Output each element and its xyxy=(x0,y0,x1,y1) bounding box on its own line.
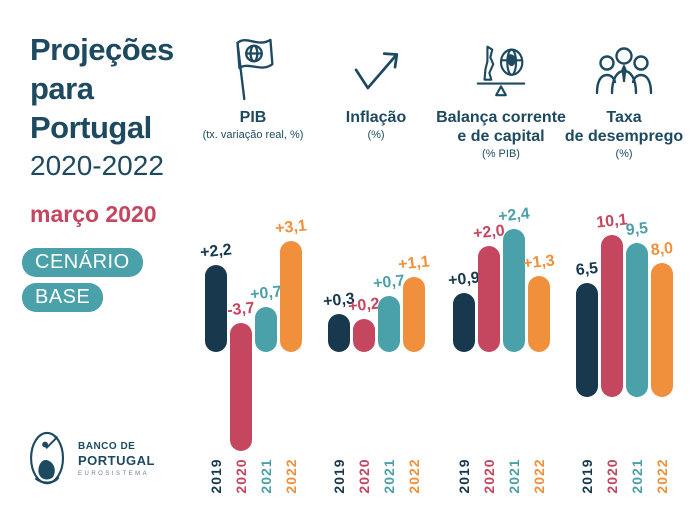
balanca-corrente-e-de-capital-bar-2020 xyxy=(478,246,500,352)
banco-de-portugal-emblem-icon xyxy=(30,431,65,485)
logo-name-line2: PORTUGAL xyxy=(78,453,155,468)
period-label: 2020-2022 xyxy=(30,150,164,181)
pib-value-label-2019: +2,2 xyxy=(199,241,233,262)
base-badge: BASE xyxy=(22,283,104,312)
taxa-de-desemprego-value-label-2022: 8,0 xyxy=(649,239,674,260)
logo-subtext: EUROSISTEMA xyxy=(78,471,150,477)
balanca-corrente-e-de-capital-year-label-2020: 2020 xyxy=(481,458,497,494)
balanca-corrente-e-de-capital-value-label-2021: +2,4 xyxy=(497,205,531,226)
column-subtitle: (%) xyxy=(615,148,633,160)
balanca-column-header: Balança corrente e de capital (% PIB) xyxy=(436,30,566,160)
banco-de-portugal-logo: BANCO DE PORTUGAL EUROSISTEMA xyxy=(28,430,155,488)
inflacao-bar-2021 xyxy=(378,296,400,352)
page-title: Projeções para Portugal xyxy=(30,30,210,147)
pib-year-label-2022: 2022 xyxy=(283,458,299,494)
pib-year-label-2020: 2020 xyxy=(233,458,249,494)
column-title: Taxa xyxy=(606,109,642,126)
taxa-de-desemprego-bar-2019 xyxy=(576,283,598,397)
inflacao-year-label-2022: 2022 xyxy=(406,458,422,494)
page-title-line3: Portugal xyxy=(30,110,152,145)
column-subtitle: (%) xyxy=(367,129,385,141)
pib-bar-2022 xyxy=(280,241,302,352)
taxa-de-desemprego-year-label-2019: 2019 xyxy=(579,458,595,494)
inflacao-year-label-2020: 2020 xyxy=(356,458,372,494)
taxa-de-desemprego-year-label-2020: 2020 xyxy=(604,458,620,494)
logo-name-line1: BANCO DE xyxy=(78,441,136,452)
inflacao-year-label-2019: 2019 xyxy=(331,458,347,494)
column-title-line2: de desemprego xyxy=(564,128,684,145)
portugal-globe-balance-icon xyxy=(436,30,566,108)
page-title-line2: para xyxy=(30,71,94,106)
logo-text: BANCO DE PORTUGAL EUROSISTEMA xyxy=(78,441,155,477)
balanca-corrente-e-de-capital-year-label-2022: 2022 xyxy=(531,458,547,494)
balanca-corrente-e-de-capital-year-label-2021: 2021 xyxy=(506,458,522,494)
pib-column-header: PIB (tx. variação real, %) xyxy=(188,30,318,141)
portugal-flag-icon xyxy=(188,30,318,108)
inflacao-bar-2020 xyxy=(353,319,375,352)
pib-bar-2021 xyxy=(255,307,277,352)
cenario-badge: CENÁRIO xyxy=(22,248,143,277)
balanca-corrente-e-de-capital-bar-2022 xyxy=(528,276,550,352)
column-title: PIB xyxy=(239,109,267,126)
pib-year-label-2019: 2019 xyxy=(208,458,224,494)
taxa-de-desemprego-bar-2020 xyxy=(601,235,623,397)
desemprego-column-header: Taxa de desemprego (%) xyxy=(559,30,689,160)
taxa-de-desemprego-bar-2022 xyxy=(651,263,673,397)
balanca-corrente-e-de-capital-year-label-2019: 2019 xyxy=(456,458,472,494)
inflacao-bar-2019 xyxy=(328,314,350,352)
taxa-de-desemprego-year-label-2021: 2021 xyxy=(629,458,645,494)
date-label: março 2020 xyxy=(30,201,157,227)
pib-bar-2020 xyxy=(230,323,252,451)
pib-year-label-2021: 2021 xyxy=(258,458,274,494)
column-title: Balança corrente xyxy=(436,109,566,126)
inflacao-bar-2022 xyxy=(403,277,425,352)
column-title: Inflação xyxy=(345,109,407,126)
balanca-corrente-e-de-capital-bar-2019 xyxy=(453,293,475,352)
column-subtitle: (% PIB) xyxy=(482,148,520,160)
page-title-line1: Projeções xyxy=(30,32,174,67)
people-group-icon xyxy=(559,30,689,108)
inflacao-column-header: Inflação (%) xyxy=(311,30,441,141)
pib-value-label-2022: +3,1 xyxy=(274,217,308,238)
column-title-line2: e de capital xyxy=(457,128,545,145)
inflacao-year-label-2021: 2021 xyxy=(381,458,397,494)
taxa-de-desemprego-year-label-2022: 2022 xyxy=(654,458,670,494)
inflacao-value-label-2022: +1,1 xyxy=(397,253,431,274)
pib-bar-2019 xyxy=(205,265,227,352)
rising-arrow-icon xyxy=(311,30,441,108)
column-subtitle: (tx. variação real, %) xyxy=(202,129,304,141)
taxa-de-desemprego-bar-2021 xyxy=(626,243,648,397)
balanca-corrente-e-de-capital-bar-2021 xyxy=(503,229,525,352)
